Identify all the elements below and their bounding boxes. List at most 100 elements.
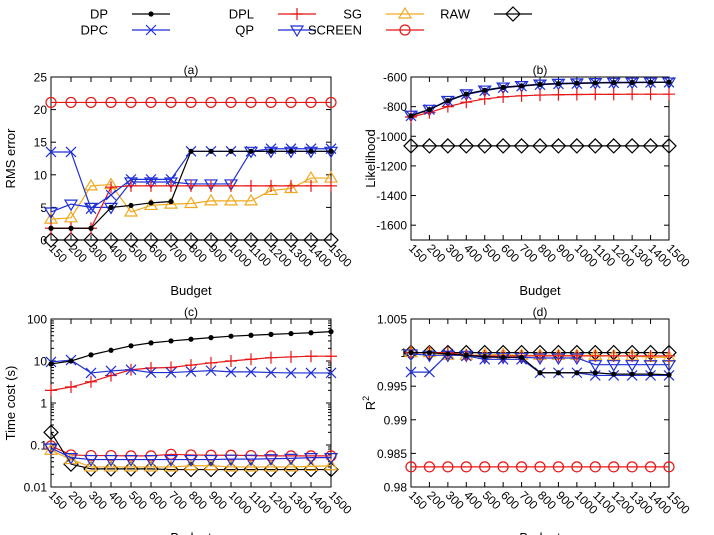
data-point bbox=[569, 138, 585, 154]
data-point bbox=[626, 461, 638, 473]
data-point bbox=[203, 232, 219, 248]
data-point bbox=[243, 146, 259, 159]
data-point bbox=[228, 333, 234, 339]
x-axis-label: Budget bbox=[519, 530, 561, 535]
y-tick-label: 5 bbox=[40, 201, 47, 215]
series-dpl bbox=[45, 179, 337, 235]
data-point bbox=[574, 80, 580, 86]
data-point bbox=[228, 148, 234, 154]
panel-title: (b) bbox=[533, 63, 548, 77]
x-tick-label: 900 bbox=[553, 241, 577, 265]
y-axis-label: Likelihood bbox=[363, 129, 378, 188]
data-point bbox=[103, 459, 119, 472]
data-point bbox=[624, 138, 640, 154]
series-raw bbox=[403, 138, 677, 154]
data-point bbox=[408, 350, 414, 356]
data-point bbox=[288, 148, 294, 154]
data-point bbox=[479, 461, 491, 473]
data-point bbox=[243, 454, 259, 467]
data-point bbox=[185, 96, 197, 109]
data-point bbox=[165, 179, 177, 192]
data-point bbox=[45, 146, 57, 158]
data-point bbox=[285, 96, 297, 109]
data-point bbox=[163, 196, 179, 209]
data-point bbox=[185, 179, 197, 192]
data-point bbox=[148, 340, 154, 346]
data-point bbox=[666, 79, 672, 85]
data-point bbox=[328, 329, 334, 335]
plot-frame bbox=[50, 76, 332, 241]
data-point bbox=[495, 138, 511, 154]
x-tick-label: 300 bbox=[443, 241, 467, 265]
data-point bbox=[43, 424, 59, 441]
data-point bbox=[303, 453, 319, 465]
data-point bbox=[643, 360, 658, 372]
data-point bbox=[571, 461, 583, 473]
data-point bbox=[165, 367, 177, 379]
data-point bbox=[426, 107, 433, 113]
data-point bbox=[647, 371, 654, 377]
data-point bbox=[183, 458, 199, 471]
data-point bbox=[325, 367, 337, 379]
data-point bbox=[308, 330, 314, 336]
y-axis-label: RMS error bbox=[3, 128, 18, 189]
data-point bbox=[607, 349, 620, 362]
data-point bbox=[205, 365, 217, 377]
data-point bbox=[245, 179, 257, 192]
x-tick-label: 150 bbox=[406, 488, 430, 512]
data-point bbox=[123, 232, 139, 248]
data-point bbox=[203, 193, 219, 206]
data-point bbox=[223, 193, 239, 206]
data-point bbox=[203, 458, 219, 471]
data-point bbox=[88, 352, 94, 358]
x-tick-label: 500 bbox=[480, 488, 504, 512]
data-point bbox=[105, 365, 117, 377]
data-point bbox=[48, 361, 54, 367]
data-point bbox=[205, 96, 217, 109]
legend-item-raw: RAW bbox=[440, 6, 532, 22]
data-point bbox=[243, 193, 259, 206]
x-tick-label: 150 bbox=[46, 488, 70, 512]
data-point bbox=[63, 199, 79, 212]
x-tick-label: 200 bbox=[66, 488, 90, 512]
data-point bbox=[68, 358, 74, 364]
data-point bbox=[143, 459, 159, 472]
data-point bbox=[225, 366, 237, 378]
data-point bbox=[183, 196, 199, 209]
data-point bbox=[85, 96, 97, 109]
data-point bbox=[605, 138, 622, 154]
data-point bbox=[283, 459, 299, 472]
legend-label: SCREEN bbox=[308, 23, 362, 38]
data-point bbox=[408, 113, 414, 119]
data-point bbox=[440, 138, 456, 154]
data-point bbox=[283, 181, 299, 194]
data-point bbox=[83, 459, 99, 472]
data-point bbox=[285, 179, 297, 192]
y-axis: -1600 -1400 -1200 -1000 -800 -600 bbox=[376, 71, 669, 233]
data-point bbox=[265, 179, 277, 192]
x-tick-label: 900 bbox=[553, 488, 577, 512]
series-dp bbox=[48, 329, 334, 367]
x-tick-label: 800 bbox=[535, 241, 559, 265]
data-point bbox=[285, 143, 297, 155]
data-point bbox=[123, 459, 139, 472]
data-point bbox=[537, 81, 543, 88]
data-point bbox=[587, 138, 604, 154]
data-point bbox=[303, 459, 319, 471]
legend-label: SG bbox=[343, 7, 362, 22]
data-point bbox=[243, 232, 259, 248]
data-point bbox=[245, 366, 257, 378]
data-point bbox=[570, 88, 583, 101]
data-point bbox=[188, 148, 194, 154]
legend-item-sg: SG bbox=[343, 7, 424, 22]
data-point bbox=[225, 179, 237, 192]
data-point bbox=[248, 332, 254, 338]
data-point bbox=[518, 83, 525, 89]
data-point bbox=[85, 375, 97, 388]
data-point bbox=[163, 232, 179, 248]
y-tick-label: 1 bbox=[40, 397, 47, 411]
data-point bbox=[303, 232, 319, 248]
data-point bbox=[145, 173, 157, 185]
data-point bbox=[265, 96, 277, 109]
